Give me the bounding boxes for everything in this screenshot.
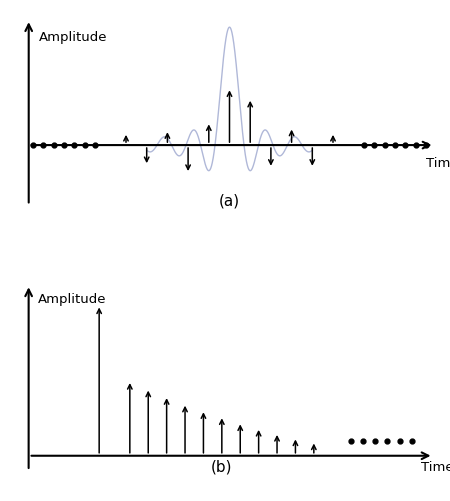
Text: (b): (b) xyxy=(211,458,233,473)
Text: (a): (a) xyxy=(219,193,240,208)
Text: Time: Time xyxy=(421,460,450,473)
Text: Amplitude: Amplitude xyxy=(38,292,106,305)
Text: Amplitude: Amplitude xyxy=(39,31,108,44)
Text: Time: Time xyxy=(426,156,450,169)
